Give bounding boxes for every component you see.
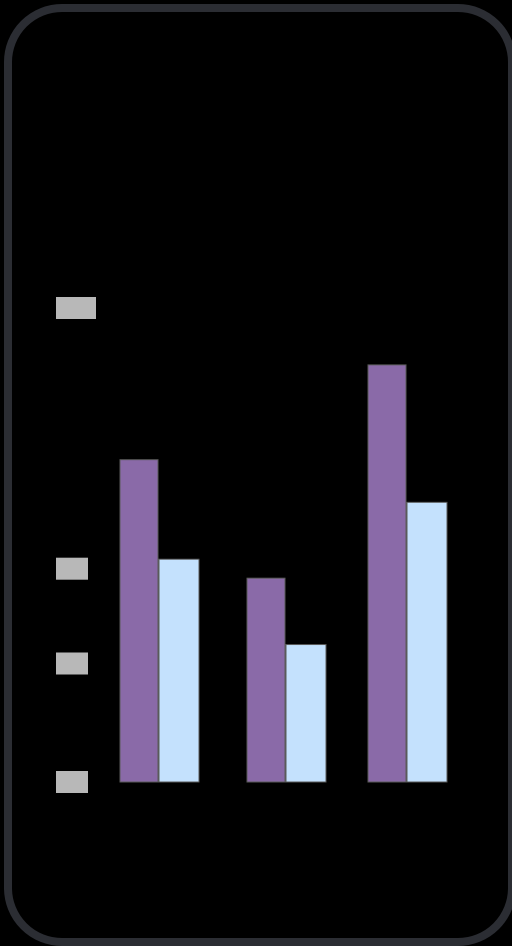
bar-series-2-group-2 — [285, 644, 327, 783]
y-tick-label-1 — [56, 652, 88, 675]
bar-series-1-group-3 — [367, 364, 407, 783]
bar-series-2-group-1 — [158, 558, 200, 783]
bar-series-1-group-2 — [246, 577, 286, 783]
bar-series-1-group-1 — [119, 459, 159, 783]
device-frame — [4, 4, 512, 946]
bars — [119, 364, 448, 783]
bar-series-2-group-3 — [406, 501, 448, 783]
y-axis-ticks — [56, 297, 96, 793]
y-tick-label-2 — [56, 557, 88, 580]
y-tick-label-3 — [56, 297, 96, 319]
y-tick-label-0 — [56, 771, 88, 793]
